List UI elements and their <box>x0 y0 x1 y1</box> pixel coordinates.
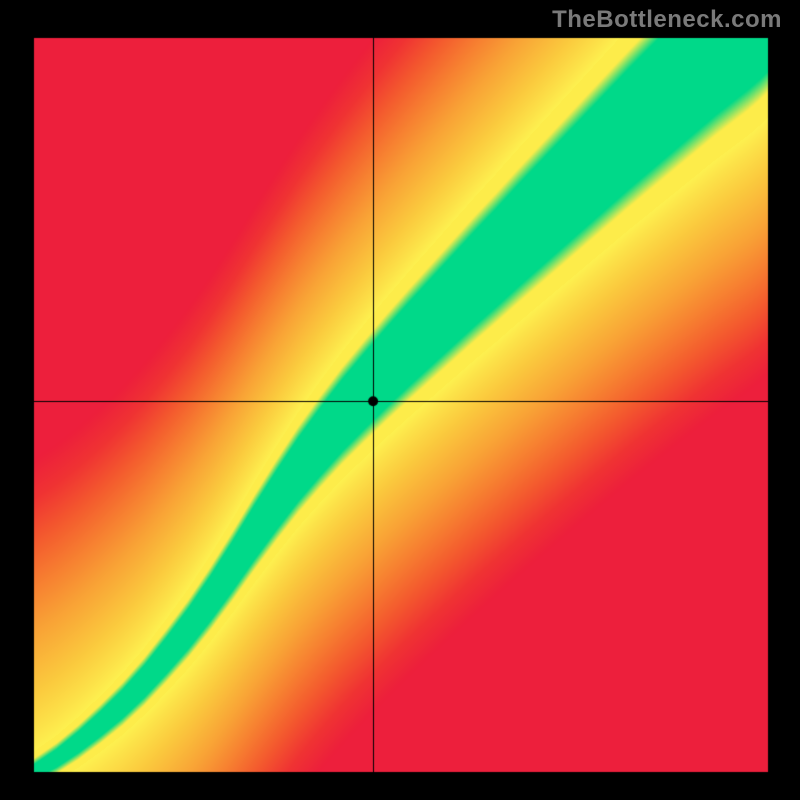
heatmap-plot <box>0 0 800 800</box>
watermark-label: TheBottleneck.com <box>552 6 782 34</box>
